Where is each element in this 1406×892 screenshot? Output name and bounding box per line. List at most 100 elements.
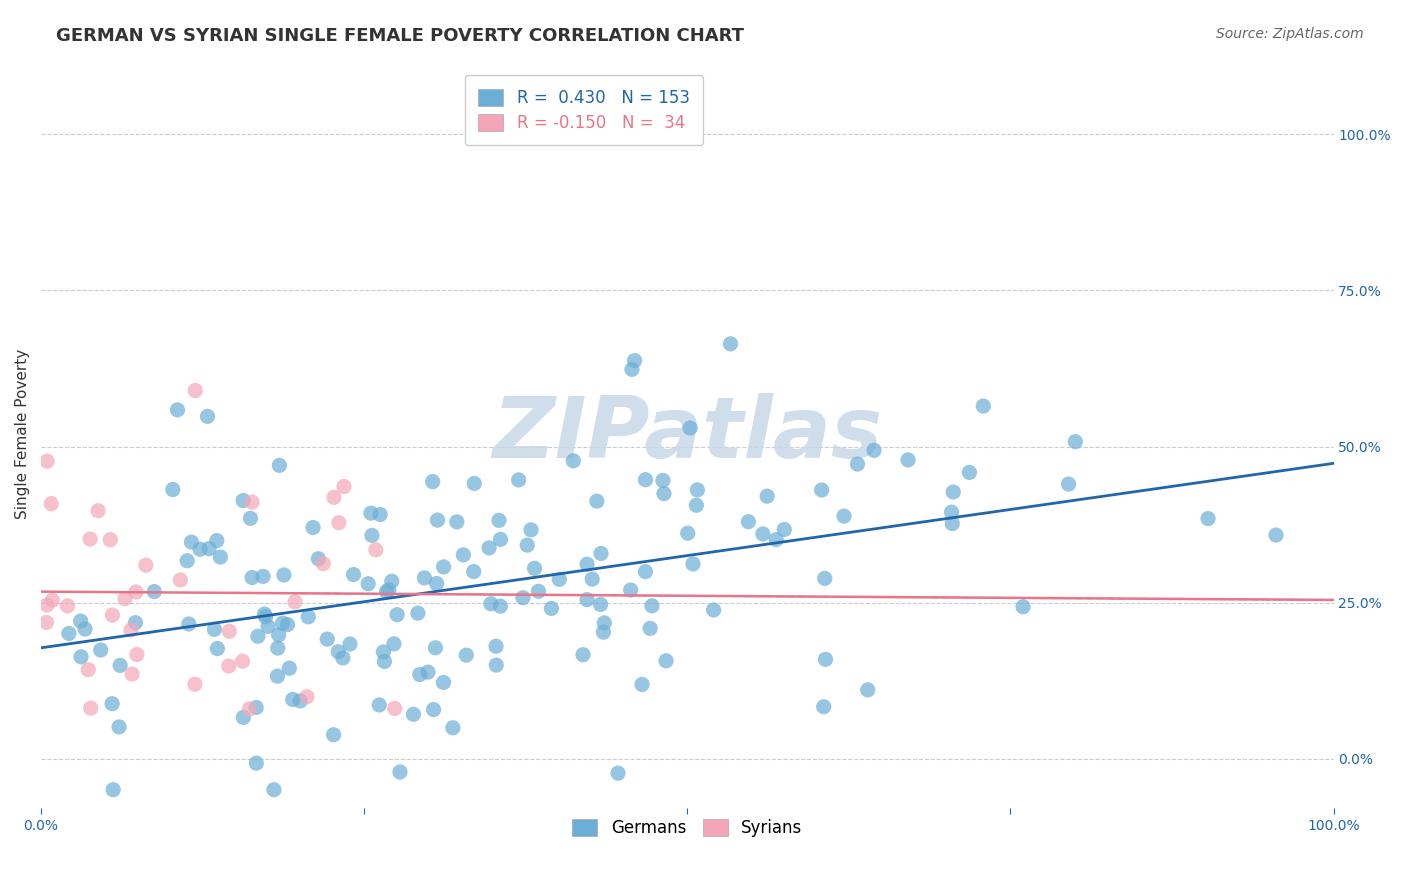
Point [252,569,274,583]
Point [207,641,229,656]
Point [540,601,562,615]
Point [634,565,657,579]
Point [441,721,464,735]
Point [263,782,285,797]
Point [373,645,395,659]
Point [686,483,709,497]
Point [527,584,550,599]
Point [77,663,100,677]
Point [342,567,364,582]
Point [41,593,63,607]
Point [382,637,405,651]
Point [1064,434,1087,449]
Point [87,504,110,518]
Point [101,608,124,623]
Point [297,610,319,624]
Point [756,489,779,503]
Point [720,336,742,351]
Point [623,353,645,368]
Point [277,617,299,632]
Point [232,493,254,508]
Point [422,475,444,489]
Point [135,558,157,573]
Point [204,623,226,637]
Point [368,508,391,522]
Point [378,582,401,597]
Legend: Germans, Syrians: Germans, Syrians [564,810,811,845]
Point [166,402,188,417]
Point [125,585,148,599]
Point [485,639,508,653]
Point [176,554,198,568]
Point [655,654,678,668]
Point [360,506,382,520]
Point [56,599,79,613]
Point [453,548,475,562]
Point [169,573,191,587]
Point [232,654,254,668]
Point [620,582,643,597]
Point [446,515,468,529]
Point [73,622,96,636]
Point [585,494,607,508]
Point [70,649,93,664]
Point [381,574,404,589]
Point [814,652,837,666]
Point [322,728,344,742]
Point [589,546,612,560]
Point [267,641,290,656]
Point [942,485,965,500]
Point [1265,528,1288,542]
Point [679,421,702,435]
Point [232,710,254,724]
Point [814,571,837,585]
Point [290,694,312,708]
Point [245,756,267,771]
Point [101,782,124,797]
Point [240,495,263,509]
Point [426,576,449,591]
Point [1012,599,1035,614]
Point [416,665,439,679]
Point [676,526,699,541]
Point [520,523,543,537]
Point [485,658,508,673]
Point [972,399,994,413]
Point [422,702,444,716]
Point [1197,511,1219,525]
Point [180,535,202,549]
Point [218,659,240,673]
Point [328,516,350,530]
Point [218,624,240,639]
Point [641,599,664,613]
Point [271,616,294,631]
Point [239,511,262,525]
Point [39,497,62,511]
Point [373,655,395,669]
Point [413,571,436,585]
Point [101,697,124,711]
Point [863,443,886,458]
Point [312,557,335,571]
Point [364,542,387,557]
Point [638,621,661,635]
Point [516,538,538,552]
Point [631,677,654,691]
Point [281,692,304,706]
Point [339,637,361,651]
Point [703,603,725,617]
Point [832,509,855,524]
Point [316,632,339,646]
Point [267,628,290,642]
Point [69,614,91,628]
Point [488,513,510,527]
Point [685,498,707,512]
Point [295,690,318,704]
Point [209,550,232,565]
Point [184,677,207,691]
Point [198,541,221,556]
Point [652,486,675,500]
Point [813,699,835,714]
Point [589,598,612,612]
Point [409,667,432,681]
